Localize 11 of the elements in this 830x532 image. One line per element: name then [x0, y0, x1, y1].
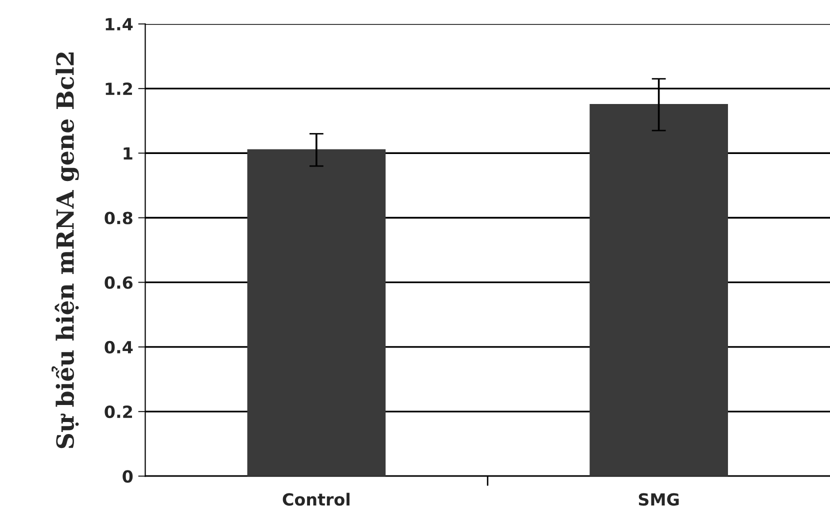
y-tick-label: 1 [124, 147, 132, 160]
y-tick-label: 0.4 [104, 340, 133, 354]
x-tick-label: Control [282, 492, 350, 506]
y-tick-label: 0.8 [104, 212, 132, 224]
y-tick-label: 1.4 [106, 18, 133, 30]
y-tick-label: 0.2 [104, 406, 132, 418]
x-tick-label: SMG [638, 493, 679, 506]
y-axis-title: Sự biểu hiện mRNA gene Bcl2 [52, 52, 79, 448]
y-tick-label: 0.6 [104, 276, 133, 289]
y-tick-label: 1.2 [106, 82, 132, 95]
y-tick-label: 0 [122, 470, 133, 483]
